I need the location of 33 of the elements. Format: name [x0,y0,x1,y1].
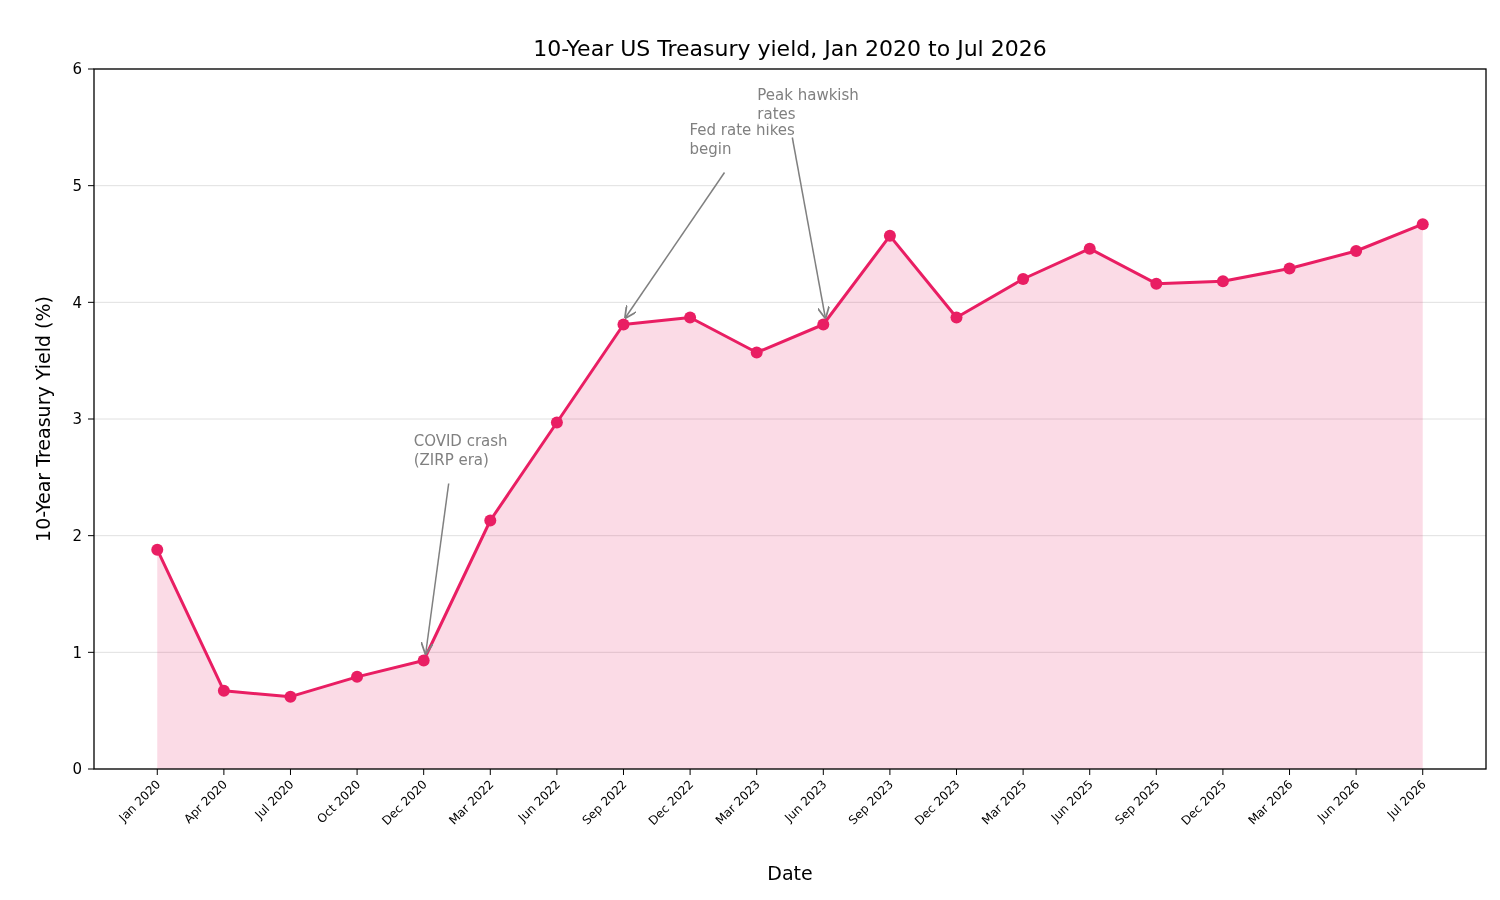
point [817,318,830,331]
point [617,318,630,331]
point [950,311,963,324]
point [1083,242,1096,255]
point [1283,262,1296,275]
annotation: Peak hawkish rates [757,85,859,123]
y-tick-label: 6 [72,60,82,79]
point [284,690,297,703]
annotation: Fed rate hikes begin [689,120,796,158]
point [1017,273,1030,285]
point [1416,218,1429,231]
point [151,543,164,556]
point [1216,275,1229,288]
point [351,670,364,683]
annotation: COVID crash (ZIRP era) [413,431,508,469]
point [1150,277,1163,290]
point [484,514,497,527]
y-axis-title: 10-Year Treasury Yield (%) [32,296,54,542]
y-tick-label: 4 [72,293,82,312]
point [684,311,697,324]
point [750,346,763,359]
y-tick-label: 1 [72,643,82,662]
y-tick-label: 2 [72,526,82,545]
chart-title: 10-Year US Treasury yield, Jan 2020 to Jul 2026 [533,36,1047,61]
point [1350,245,1363,257]
y-tick-label: 5 [72,176,82,195]
point [217,684,230,697]
point [550,416,563,429]
y-tick-label: 0 [72,760,82,779]
point [883,229,896,242]
x-axis-title: Date [767,862,813,884]
y-tick-label: 3 [72,410,82,429]
point [417,654,430,667]
